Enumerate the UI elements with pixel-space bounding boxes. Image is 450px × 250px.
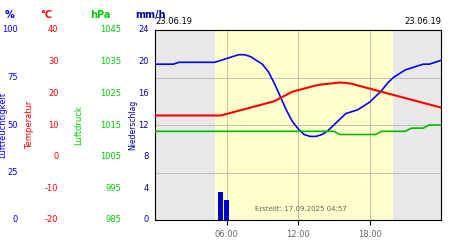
Text: Temperatur: Temperatur <box>25 101 34 149</box>
Text: -10: -10 <box>45 184 58 193</box>
Text: 20: 20 <box>48 89 58 98</box>
Text: 40: 40 <box>48 26 58 35</box>
Text: mm/h: mm/h <box>135 10 166 20</box>
Text: 0: 0 <box>143 216 148 224</box>
Text: 23.06.19: 23.06.19 <box>155 17 192 26</box>
Text: 4: 4 <box>143 184 148 193</box>
Text: 0: 0 <box>53 152 58 161</box>
Text: 23.06.19: 23.06.19 <box>404 17 441 26</box>
Text: 1035: 1035 <box>100 57 122 66</box>
Text: Luftdruck: Luftdruck <box>74 105 83 145</box>
Text: 985: 985 <box>106 216 122 224</box>
Text: Luftfeuchtigkeit: Luftfeuchtigkeit <box>0 92 7 158</box>
Text: 8: 8 <box>143 152 148 161</box>
Bar <box>218 192 223 220</box>
Text: 50: 50 <box>8 120 18 130</box>
Text: 995: 995 <box>106 184 122 193</box>
Text: °C: °C <box>40 10 53 20</box>
Text: Niederschlag: Niederschlag <box>128 100 137 150</box>
Text: 25: 25 <box>8 168 18 177</box>
Text: hPa: hPa <box>90 10 110 20</box>
Text: 12: 12 <box>138 120 148 130</box>
Text: 30: 30 <box>48 57 58 66</box>
Text: 10: 10 <box>48 120 58 130</box>
Text: 1005: 1005 <box>100 152 122 161</box>
Text: -20: -20 <box>45 216 58 224</box>
Text: 1025: 1025 <box>100 89 122 98</box>
Text: 1015: 1015 <box>100 120 122 130</box>
Text: 20: 20 <box>138 57 148 66</box>
Text: 100: 100 <box>2 26 18 35</box>
Text: 0: 0 <box>13 216 18 224</box>
Text: 24: 24 <box>138 26 148 35</box>
Text: 1045: 1045 <box>100 26 122 35</box>
Text: Erstellt: 17.09.2025 04:57: Erstellt: 17.09.2025 04:57 <box>255 206 347 212</box>
Text: %: % <box>4 10 14 20</box>
Text: 16: 16 <box>138 89 148 98</box>
Bar <box>215 30 393 220</box>
Text: 75: 75 <box>7 73 18 82</box>
Bar <box>224 200 229 220</box>
